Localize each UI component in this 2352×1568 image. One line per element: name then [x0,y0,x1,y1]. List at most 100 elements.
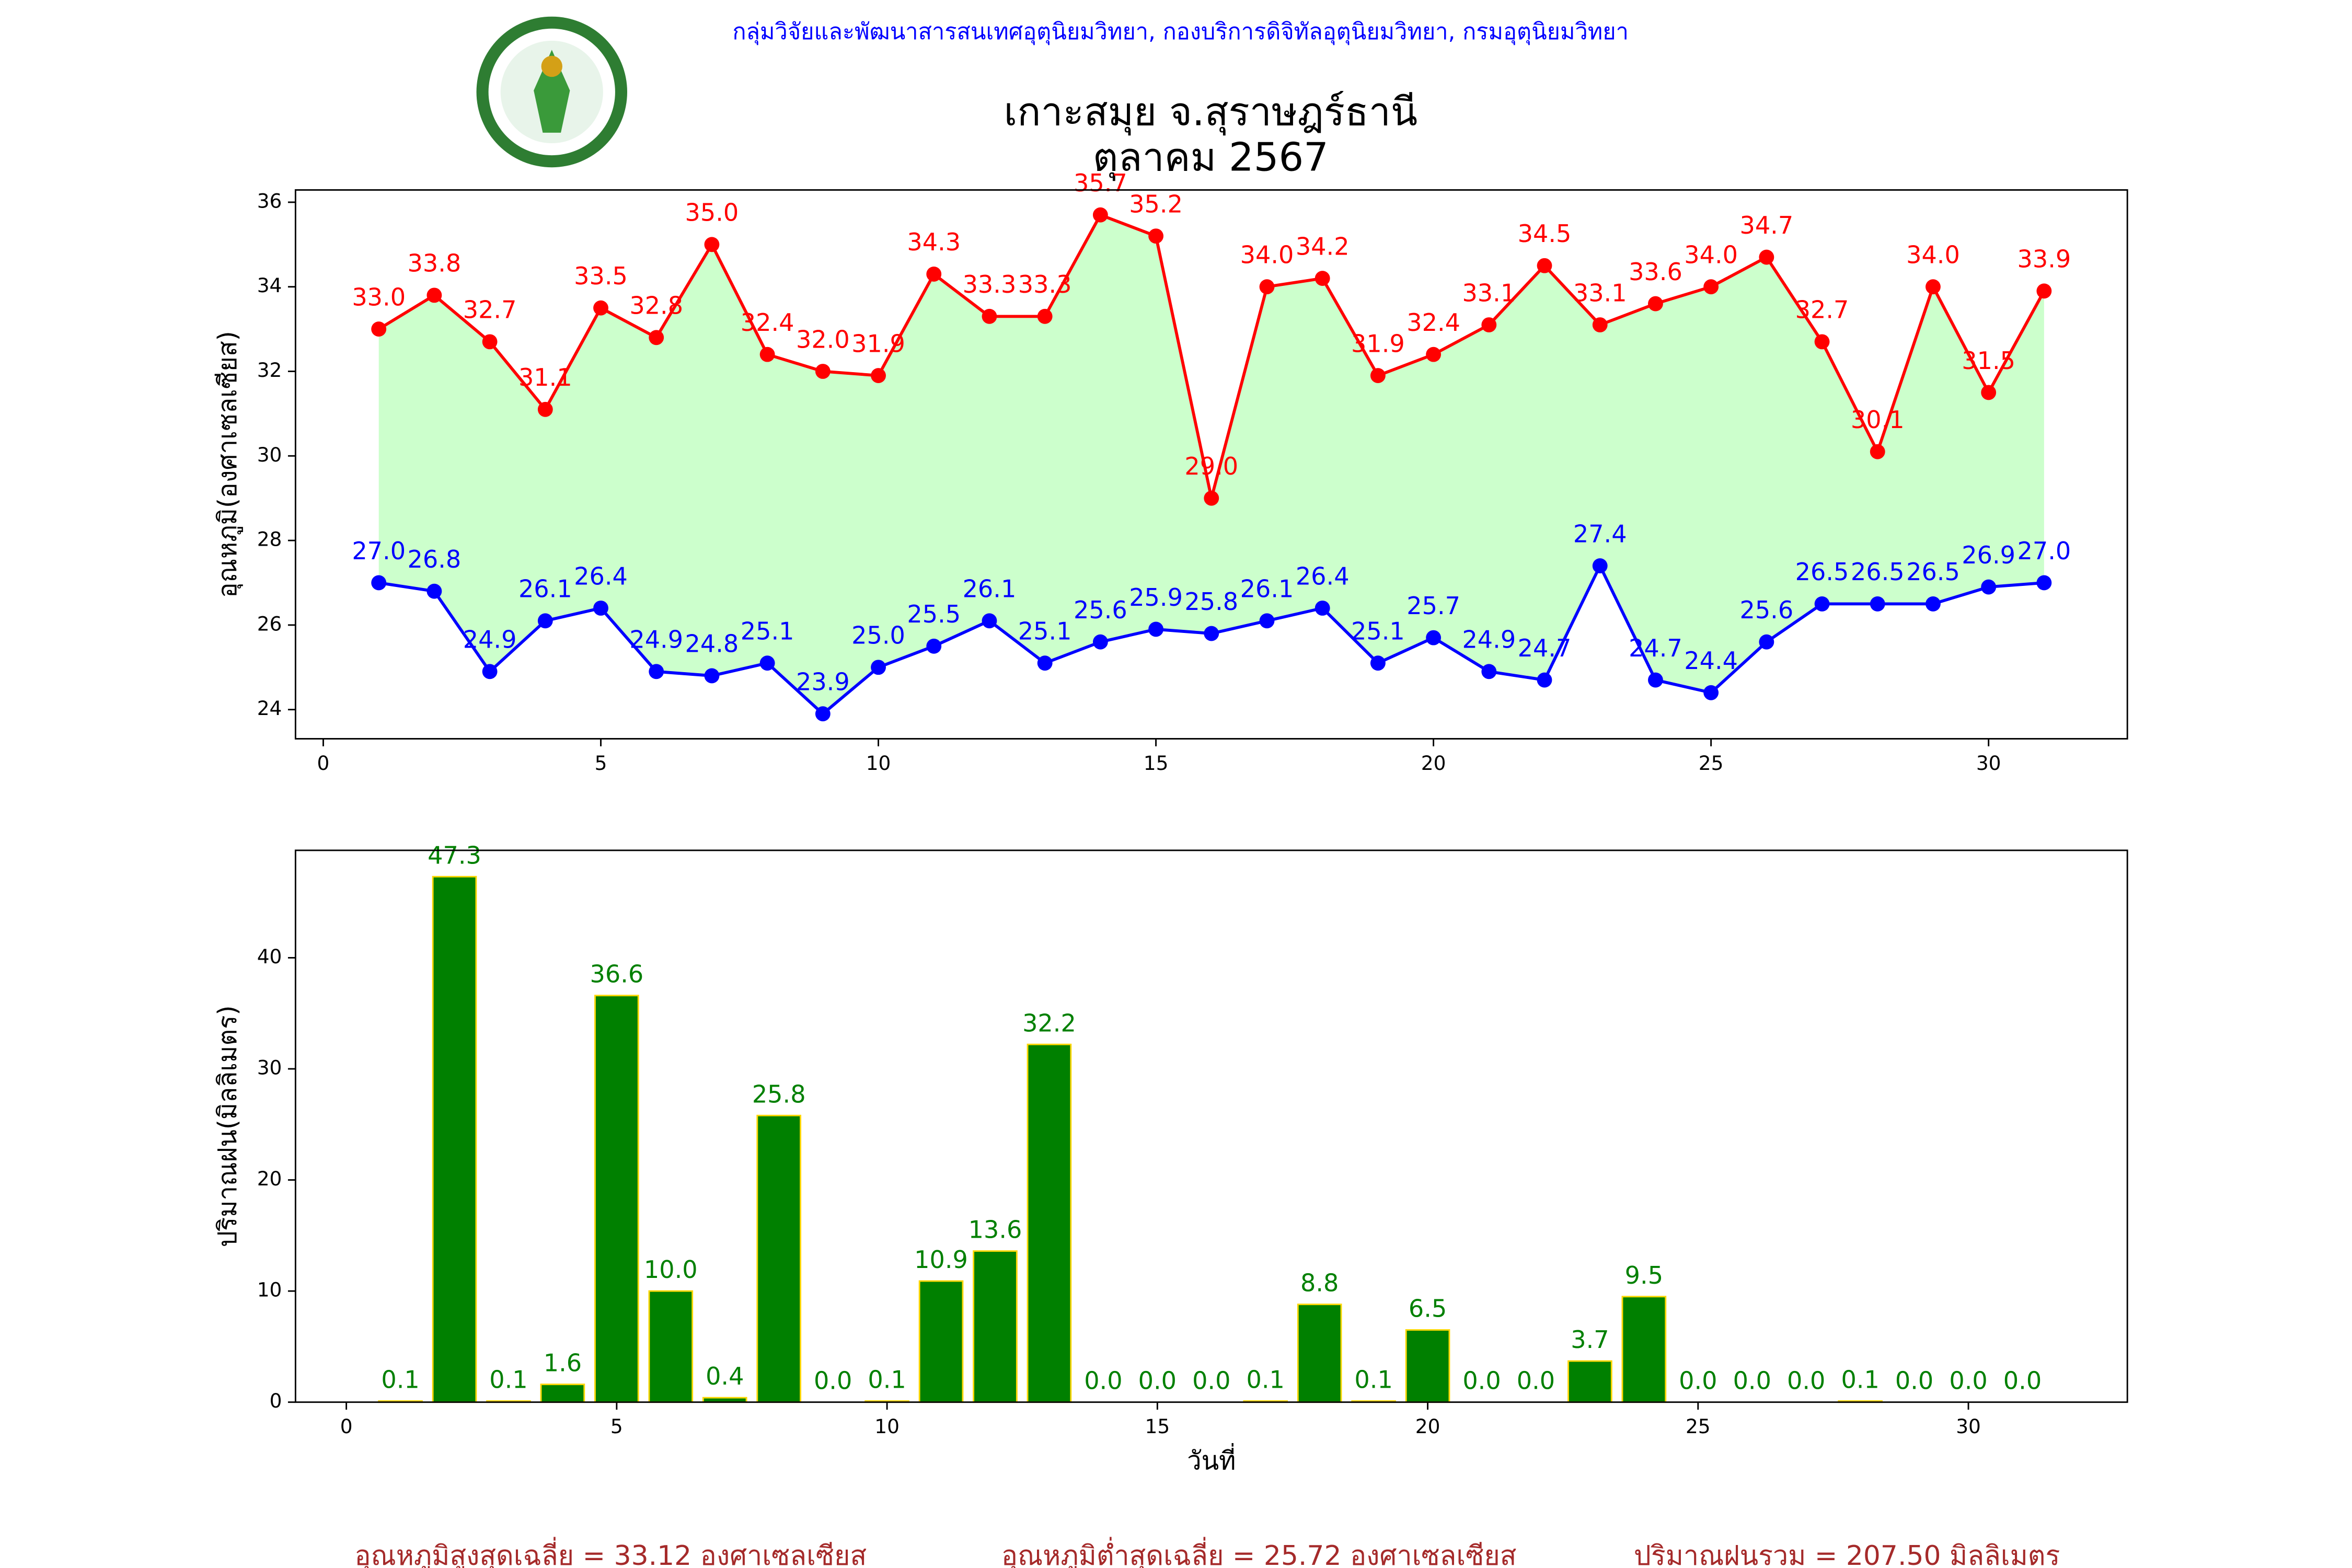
data-label: 0.0 [1895,1367,1933,1395]
data-point [1092,634,1108,650]
y-tick-label: 30 [257,443,282,466]
logo [476,16,627,168]
chart-title: เกาะสมุย จ.สุราษฎร์ธานี [1004,89,1418,136]
data-point [926,267,942,282]
data-point [1481,317,1497,332]
y-tick-label: 30 [257,1056,282,1079]
data-label: 27.4 [1573,520,1627,548]
data-label: 33.8 [408,249,462,278]
data-label: 33.3 [963,270,1017,298]
data-label: 36.6 [590,960,643,988]
data-label: 32.4 [1406,308,1460,337]
data-label: 24.9 [629,626,683,654]
data-point [815,364,831,379]
data-point [1981,385,1997,400]
data-point [1981,579,1997,595]
data-point [871,368,886,384]
data-point [1315,601,1330,616]
data-point [1370,655,1386,671]
data-label: 25.8 [752,1080,806,1108]
data-label: 24.7 [1518,634,1572,662]
data-point [926,638,942,654]
data-point [1926,596,1941,612]
data-point [1648,672,1663,688]
data-point [759,347,775,362]
y-tick-label: 32 [257,359,282,382]
data-label: 32.2 [1022,1009,1076,1037]
data-label: 10.9 [914,1246,968,1274]
data-point [1814,596,1830,612]
agency: กลุ่มวิจัยและพัฒนาสารสนเทศอุตุนิยมวิทยา,… [732,19,1629,45]
x-tick-label: 5 [595,752,607,775]
data-point [982,613,997,629]
data-point [704,237,720,252]
data-label: 26.5 [1795,558,1849,586]
data-label: 31.9 [1351,329,1405,358]
logo-head [541,55,562,77]
data-point [2036,283,2052,299]
data-point [1703,279,1719,295]
data-label: 0.1 [489,1366,527,1394]
data-label: 24.9 [463,626,517,654]
plot-frame [294,189,2128,740]
data-label: 34.3 [907,228,961,256]
footer-stat: อุณหภูมิสูงสุดเฉลี่ย = 33.12 องศาเซลเซีย… [354,1537,867,1568]
data-label: 0.0 [1787,1367,1825,1395]
data-label: 33.9 [2017,245,2071,273]
data-label: 25.6 [1739,596,1793,624]
data-label: 0.0 [1192,1367,1230,1395]
data-label: 0.0 [1949,1367,1987,1395]
x-tick-label: 15 [1144,752,1169,775]
data-point [1148,621,1164,637]
data-label: 26.5 [1906,558,1960,586]
data-point [1703,685,1719,700]
data-point [1592,558,1608,574]
y-tick-label: 28 [257,528,282,551]
bar [432,875,477,1403]
x-tick-label: 5 [610,1415,623,1438]
data-label: 0.1 [1247,1366,1285,1394]
data-label: 25.1 [1351,617,1405,645]
data-point [426,287,442,303]
data-point [1537,258,1552,273]
data-label: 0.0 [1084,1367,1122,1395]
data-point [704,668,720,684]
data-label: 27.0 [2017,537,2071,565]
data-label: 13.6 [969,1216,1022,1244]
data-point [2036,575,2052,591]
data-label: 34.0 [1906,241,1960,269]
bar [1027,1043,1072,1403]
data-label: 26.1 [963,575,1017,603]
data-label: 25.1 [1018,617,1072,645]
bar [648,1290,694,1403]
x-tick-label: 10 [874,1415,900,1438]
data-label: 25.5 [907,600,961,628]
data-label: 3.7 [1571,1325,1609,1354]
data-point [1037,655,1053,671]
x-tick-label: 10 [866,752,891,775]
data-label: 25.1 [741,617,794,645]
data-point [982,308,997,324]
footer-stat: ปริมาณฝนรวม = 207.50 มิลลิเมตร [1634,1540,2060,1568]
data-label: 30.1 [1851,406,1905,434]
data-label: 33.3 [1018,270,1072,298]
data-label: 33.6 [1629,258,1682,286]
data-label: 35.0 [685,199,739,227]
data-label: 32.7 [1795,296,1849,324]
data-point [1204,626,1219,641]
x-tick-label: 30 [1976,752,2001,775]
data-point [1870,444,1885,459]
data-point [1592,317,1608,332]
y-axis-label: ปริมาณฝน(มิลลิเมตร) [212,1005,243,1247]
data-label: 25.8 [1184,587,1238,616]
data-label: 27.0 [352,537,406,565]
data-label: 33.1 [1573,279,1627,307]
data-label: 0.1 [1841,1366,1879,1394]
data-point [1648,296,1663,312]
y-axis-label: อุณหภูมิ(องศาเซลเซียส) [212,331,243,598]
data-label: 26.5 [1851,558,1905,586]
y-tick-label: 26 [257,612,282,635]
data-point [426,583,442,599]
